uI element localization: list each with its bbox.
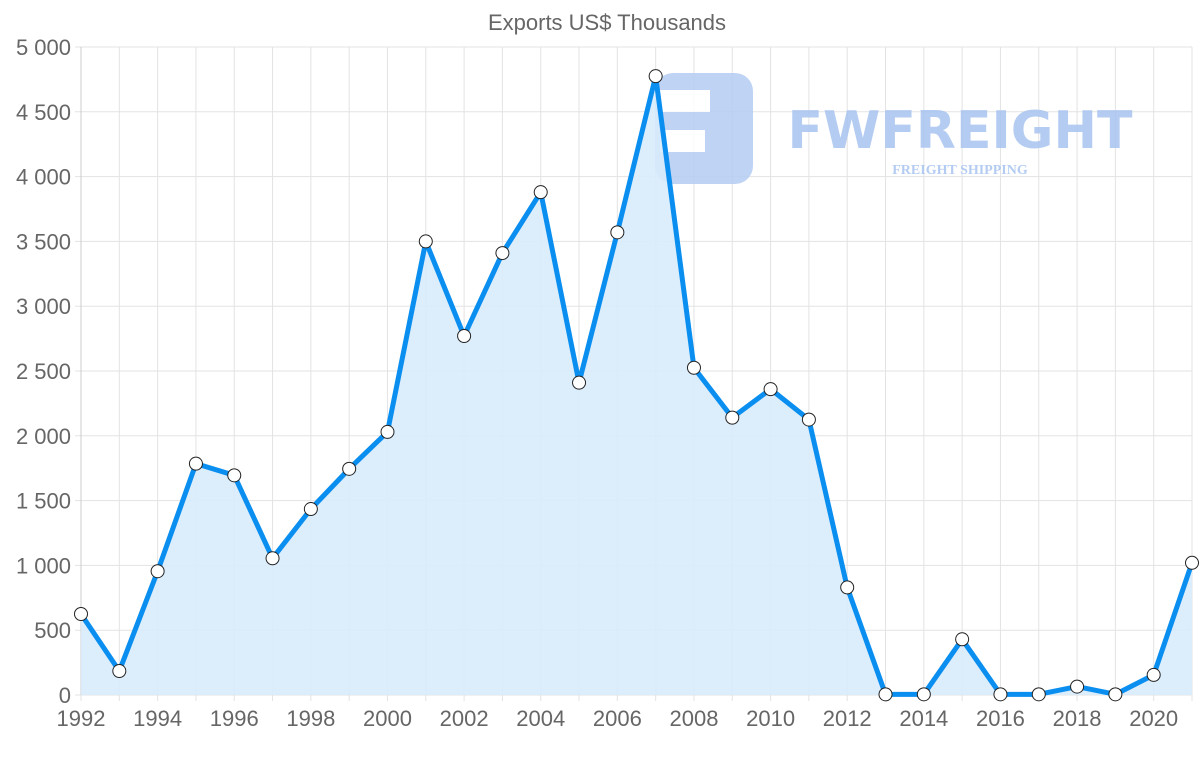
area-fill bbox=[81, 76, 1192, 695]
x-tick-label: 2008 bbox=[669, 706, 718, 731]
y-tick-label: 3 000 bbox=[16, 294, 71, 319]
y-tick-label: 5 000 bbox=[16, 35, 71, 60]
data-point[interactable] bbox=[916, 687, 931, 702]
watermark-tagline: FREIGHT SHIPPING bbox=[892, 163, 1028, 178]
data-point[interactable] bbox=[1185, 555, 1199, 570]
y-tick-label: 4 500 bbox=[16, 100, 71, 125]
data-points bbox=[74, 69, 1199, 702]
fwfreight-watermark: FWFREIGHT FREIGHT SHIPPING bbox=[655, 73, 1133, 184]
y-tick-label: 3 500 bbox=[16, 229, 71, 254]
data-point[interactable] bbox=[342, 461, 357, 476]
data-point[interactable] bbox=[801, 412, 816, 427]
x-tick-label: 2006 bbox=[593, 706, 642, 731]
data-point[interactable] bbox=[150, 564, 165, 579]
data-point[interactable] bbox=[572, 375, 587, 390]
x-tick-label: 1994 bbox=[133, 706, 182, 731]
y-tick-label: 1 000 bbox=[16, 553, 71, 578]
data-point[interactable] bbox=[227, 468, 242, 483]
data-point[interactable] bbox=[648, 69, 663, 84]
x-tick-label: 2002 bbox=[440, 706, 489, 731]
data-point[interactable] bbox=[878, 687, 893, 702]
data-point[interactable] bbox=[725, 410, 740, 425]
y-tick-label: 0 bbox=[59, 683, 71, 708]
y-tick-label: 500 bbox=[34, 618, 71, 643]
data-point[interactable] bbox=[610, 225, 625, 240]
watermark-brand: FWFREIGHT bbox=[788, 101, 1134, 161]
data-point[interactable] bbox=[686, 360, 701, 375]
data-point[interactable] bbox=[1070, 679, 1085, 694]
data-point[interactable] bbox=[1108, 687, 1123, 702]
y-tick-label: 4 000 bbox=[16, 165, 71, 190]
data-point[interactable] bbox=[457, 329, 472, 344]
x-tick-label: 2018 bbox=[1053, 706, 1102, 731]
data-point[interactable] bbox=[955, 632, 970, 647]
data-point[interactable] bbox=[418, 234, 433, 249]
data-point[interactable] bbox=[74, 607, 88, 621]
x-tick-label: 2020 bbox=[1129, 706, 1178, 731]
x-tick-label: 1992 bbox=[57, 706, 106, 731]
data-point[interactable] bbox=[265, 551, 280, 566]
data-point[interactable] bbox=[112, 664, 127, 679]
y-tick-label: 2 000 bbox=[16, 424, 71, 449]
x-tick-label: 2012 bbox=[823, 706, 872, 731]
data-point[interactable] bbox=[1146, 667, 1161, 682]
data-point[interactable] bbox=[495, 246, 510, 261]
x-tick-label: 2010 bbox=[746, 706, 795, 731]
x-tick-label: 2014 bbox=[899, 706, 948, 731]
x-tick-label: 2004 bbox=[516, 706, 565, 731]
data-point[interactable] bbox=[303, 502, 318, 517]
data-point[interactable] bbox=[188, 456, 203, 471]
data-point[interactable] bbox=[993, 687, 1008, 702]
y-axis: 0 500 1 000 1 500 2 000 2 500 3 000 3 500 4 000 4… bbox=[16, 35, 71, 708]
data-point[interactable] bbox=[1031, 687, 1046, 702]
y-tick-label: 1 500 bbox=[16, 489, 71, 514]
data-point[interactable] bbox=[763, 382, 778, 397]
data-point[interactable] bbox=[533, 185, 548, 200]
x-tick-label: 1998 bbox=[286, 706, 335, 731]
data-point[interactable] bbox=[380, 424, 395, 439]
data-point[interactable] bbox=[840, 580, 855, 595]
x-tick-label: 1996 bbox=[210, 706, 259, 731]
x-tick-label: 2016 bbox=[976, 706, 1025, 731]
chart-title: Exports US$ Thousands bbox=[488, 10, 726, 35]
x-axis: 1992 1994 1996 1998 2000 2002 2004 2006 2008 2010… bbox=[57, 706, 1179, 731]
y-tick-label: 2 500 bbox=[16, 359, 71, 384]
x-tick-label: 2000 bbox=[363, 706, 412, 731]
